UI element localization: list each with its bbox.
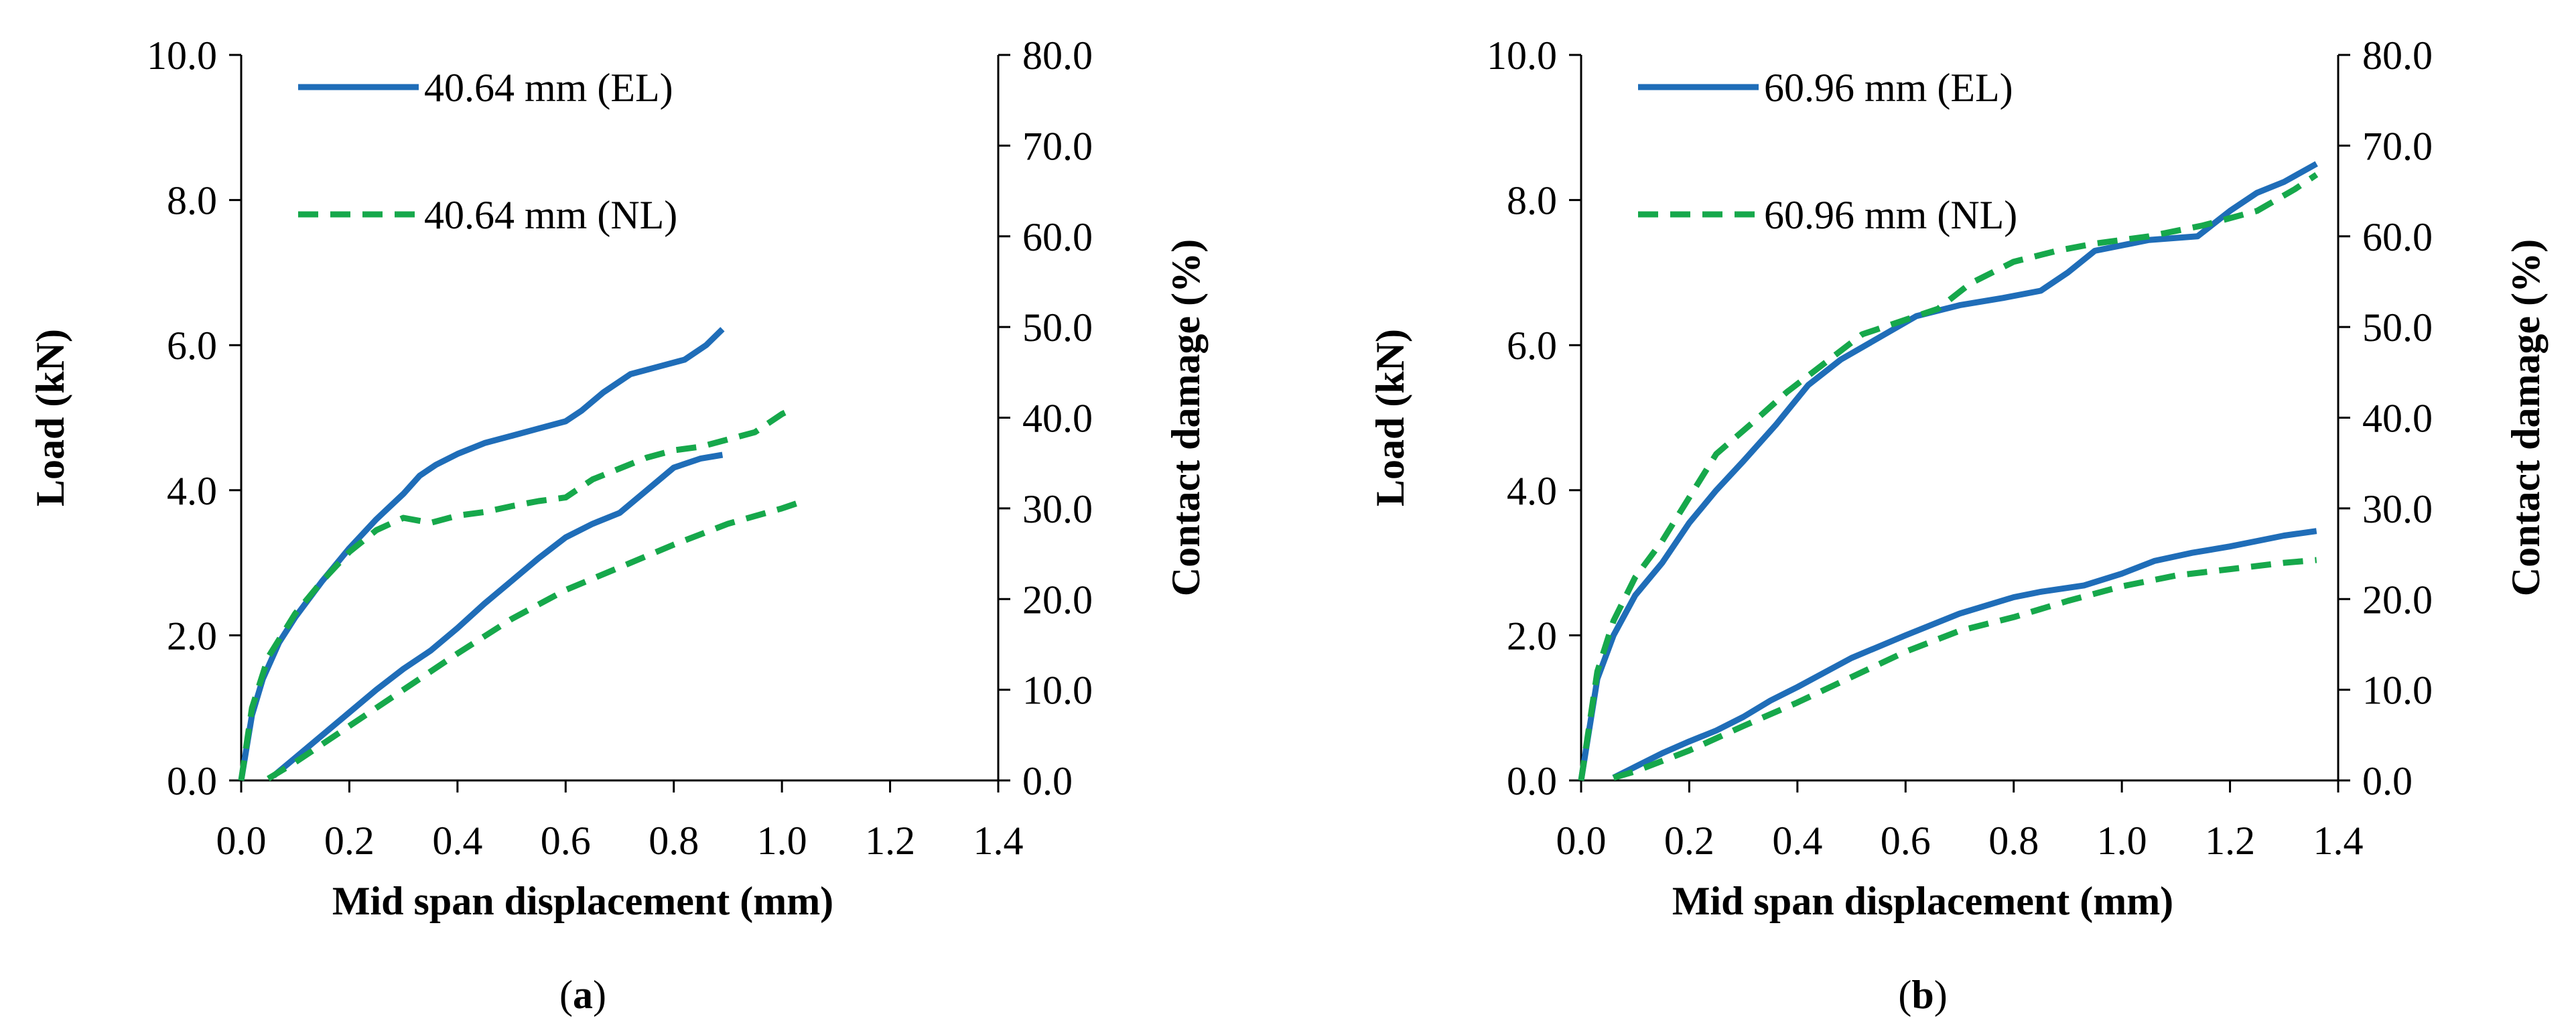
y-tick-label: 8.0	[1507, 179, 1557, 223]
panel-caption: (a)	[559, 973, 606, 1017]
x-tick-label: 0.4	[432, 819, 482, 863]
y2-tick-label: 70.0	[1022, 124, 1093, 168]
y2-tick-label: 50.0	[2362, 305, 2433, 350]
series-line-nl-damage	[267, 498, 805, 782]
x-axis-title: Mid span displacement (mm)	[1672, 879, 2173, 923]
legend-label: 40.64 mm (EL)	[424, 66, 673, 110]
legend-label: 60.96 mm (EL)	[1764, 66, 2013, 110]
x-tick-label: 1.0	[757, 819, 807, 863]
chart-panel-b: 0.0 0.2 0.4 0.6 0.8 1.0 1.2 1.4 0.0 2.0 4.0 6.0 8.0 1…	[1368, 33, 2548, 1017]
y2-tick-label: 40.0	[2362, 397, 2433, 441]
series-line-el-load	[238, 327, 725, 781]
y-tick-label: 10.0	[1487, 33, 1557, 78]
y-axis-title: Load (kN)	[28, 329, 72, 506]
y-tick-label: 4.0	[167, 469, 217, 513]
y2-tick-label: 80.0	[1022, 33, 1093, 78]
y2-tick-label: 60.0	[2362, 215, 2433, 259]
x-tick-label: 0.0	[216, 819, 267, 863]
series-line-nl-load	[1578, 171, 2319, 781]
x-tick-label: 0.2	[1664, 819, 1714, 863]
y-tick-label: 2.0	[1507, 614, 1557, 658]
y2-tick-label: 20.0	[1022, 577, 1093, 622]
x-tick-label: 0.6	[1881, 819, 1931, 863]
y2-tick-label: 50.0	[1022, 305, 1093, 350]
y-tick-label: 0.0	[167, 759, 217, 803]
series-line-nl-damage	[1613, 557, 2317, 781]
series-line-el-damage	[271, 452, 724, 778]
y-tick-label: 10.0	[147, 33, 217, 78]
y2-tick-label: 70.0	[2362, 124, 2433, 168]
series-line-nl-load	[238, 406, 795, 781]
y2-tick-label: 30.0	[2362, 487, 2433, 531]
x-tick-label: 0.2	[324, 819, 375, 863]
chart-panel-a: 0.0 0.2 0.4 0.6 0.8 1.0 1.2 1.4 0.0 2.0 4.0 6.0 8.0 1…	[28, 33, 1208, 1017]
y2-tick-label: 80.0	[2362, 33, 2433, 78]
x-tick-label: 1.4	[2313, 819, 2364, 863]
series-line-el-load	[1578, 161, 2318, 781]
panel-caption: (b)	[1898, 973, 1947, 1017]
x-tick-label: 1.2	[2205, 819, 2255, 863]
y2-tick-label: 10.0	[1022, 669, 1093, 713]
x-tick-label: 0.4	[1772, 819, 1822, 863]
y-tick-label: 6.0	[167, 324, 217, 368]
y2-axis-title: Contact damage (%)	[1164, 239, 1208, 596]
y2-tick-label: 0.0	[2362, 759, 2413, 803]
x-tick-label: 1.4	[973, 819, 1024, 863]
x-tick-label: 1.2	[865, 819, 915, 863]
y2-tick-label: 10.0	[2362, 669, 2433, 713]
y-tick-label: 0.0	[1507, 759, 1557, 803]
x-tick-label: 0.6	[541, 819, 591, 863]
y-tick-label: 4.0	[1507, 469, 1557, 513]
y2-tick-label: 30.0	[1022, 487, 1093, 531]
x-tick-label: 1.0	[2097, 819, 2147, 863]
y2-tick-label: 20.0	[2362, 577, 2433, 622]
x-tick-label: 0.0	[1556, 819, 1607, 863]
legend-label: 40.64 mm (NL)	[424, 193, 677, 237]
y2-axis-title: Contact damage (%)	[2504, 239, 2548, 596]
y2-tick-label: 40.0	[1022, 397, 1093, 441]
x-tick-label: 0.8	[649, 819, 699, 863]
y-tick-label: 8.0	[167, 179, 217, 223]
x-axis-title: Mid span displacement (mm)	[332, 879, 833, 923]
y2-tick-label: 0.0	[1022, 759, 1073, 803]
legend-label: 60.96 mm (NL)	[1764, 193, 2017, 237]
y-tick-label: 2.0	[167, 614, 217, 658]
x-tick-label: 0.8	[1988, 819, 2039, 863]
y2-tick-label: 60.0	[1022, 215, 1093, 259]
series-line-el-damage	[1612, 528, 2317, 780]
y-tick-label: 6.0	[1507, 324, 1557, 368]
y-axis-title: Load (kN)	[1368, 329, 1412, 506]
